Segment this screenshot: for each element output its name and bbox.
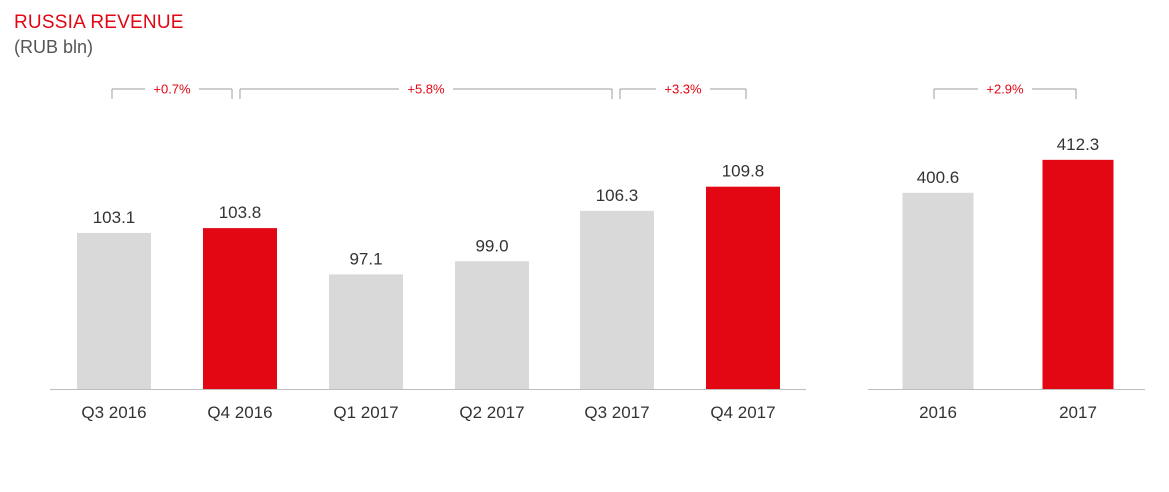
value-label-q2-2017: 99.0 xyxy=(475,236,508,255)
value-label-q3-2016: 103.1 xyxy=(93,208,136,227)
category-label-q3-2017: Q3 2017 xyxy=(584,403,649,422)
bar-2016 xyxy=(902,192,974,389)
change-label-0-1: +5.8% xyxy=(407,82,445,97)
value-label-2016: 400.6 xyxy=(917,168,960,187)
category-label-q2-2017: Q2 2017 xyxy=(459,403,524,422)
value-label-q4-2016: 103.8 xyxy=(219,203,262,222)
change-label-1-0: +2.9% xyxy=(986,82,1024,97)
value-label-2017: 412.3 xyxy=(1057,135,1100,154)
chart-title: RUSSIA REVENUE xyxy=(14,12,184,33)
bar-q4-2016 xyxy=(203,228,277,389)
value-label-q3-2017: 106.3 xyxy=(596,186,639,205)
change-label-0-0: +0.7% xyxy=(153,82,191,97)
bar-q3-2017 xyxy=(580,210,654,389)
category-label-q3-2016: Q3 2016 xyxy=(81,403,146,422)
category-label-q1-2017: Q1 2017 xyxy=(333,403,398,422)
change-label-0-2: +3.3% xyxy=(664,82,702,97)
bar-q3-2016 xyxy=(77,232,151,389)
category-label-q4-2017: Q4 2017 xyxy=(710,403,775,422)
chart-subtitle: (RUB bln) xyxy=(14,37,94,57)
category-label-2016: 2016 xyxy=(919,403,957,422)
bar-q4-2017 xyxy=(706,186,780,389)
bar-q1-2017 xyxy=(329,274,403,389)
category-label-q4-2016: Q4 2016 xyxy=(207,403,272,422)
value-label-q1-2017: 97.1 xyxy=(349,249,382,268)
bar-q2-2017 xyxy=(455,261,529,389)
value-label-q4-2017: 109.8 xyxy=(722,162,765,181)
category-label-2017: 2017 xyxy=(1059,403,1097,422)
bar-2017 xyxy=(1042,159,1114,389)
